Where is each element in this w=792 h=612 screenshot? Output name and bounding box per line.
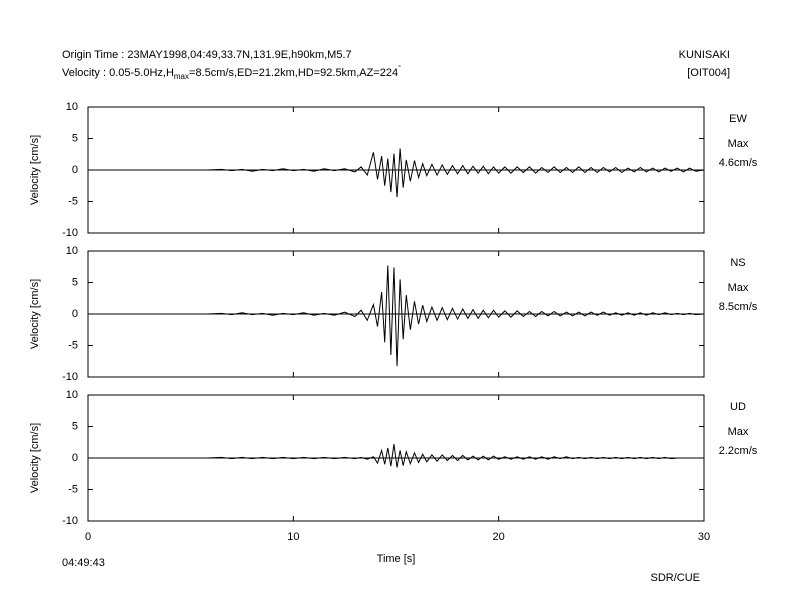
start-time: 04:49:43 [62, 557, 105, 569]
y-tick-label: -10 [62, 515, 78, 527]
y-tick-label: 10 [66, 389, 78, 401]
y-axis-label: Velocity [cm/s] [29, 135, 41, 205]
y-tick-label: 10 [66, 245, 78, 257]
origin-line: Origin Time : 23MAY1998,04:49,33.7N,131.… [62, 49, 352, 61]
station-code: [OIT004] [687, 67, 730, 79]
y-axis-label: Velocity [cm/s] [29, 423, 41, 493]
trace [88, 265, 705, 367]
y-tick-label: 0 [72, 308, 78, 320]
x-tick-label: 30 [698, 531, 710, 543]
trace [88, 444, 704, 468]
y-tick-label: -10 [62, 371, 78, 383]
y-tick-label: -5 [68, 483, 78, 495]
velocity-subscript: max [174, 72, 189, 81]
x-axis-label: Time [s] [377, 553, 416, 565]
y-tick-label: 5 [72, 276, 78, 288]
x-tick-label: 0 [85, 531, 91, 543]
x-tick-label: 20 [493, 531, 505, 543]
max-label: Max [728, 426, 749, 438]
y-tick-label: -10 [62, 227, 78, 239]
velocity-degree: ° [398, 64, 401, 72]
component-label: UD [730, 401, 746, 413]
max-value: 4.6cm/s [719, 157, 758, 169]
y-tick-label: -5 [68, 195, 78, 207]
y-tick-label: 5 [72, 420, 78, 432]
max-label: Max [728, 138, 749, 150]
velocity-prefix: Velocity : 0.05-5.0Hz,H [62, 67, 174, 79]
y-tick-label: 0 [72, 164, 78, 176]
y-tick-label: -5 [68, 339, 78, 351]
max-value: 2.2cm/s [719, 445, 758, 457]
component-label: EW [729, 113, 747, 125]
y-tick-label: 5 [72, 132, 78, 144]
x-tick-label: 10 [287, 531, 299, 543]
velocity-line: Velocity : 0.05-5.0Hz,Hmax=8.5cm/s,ED=21… [62, 64, 401, 81]
credit: SDR/CUE [650, 572, 700, 584]
velocity-suffix: =8.5cm/s,ED=21.2km,HD=92.5km,AZ=224 [189, 67, 398, 79]
y-axis-label: Velocity [cm/s] [29, 279, 41, 349]
y-tick-label: 10 [66, 101, 78, 113]
trace [88, 148, 705, 198]
component-label: NS [730, 257, 745, 269]
station-name: KUNISAKI [679, 49, 730, 61]
y-tick-label: 0 [72, 452, 78, 464]
max-label: Max [728, 282, 749, 294]
max-value: 8.5cm/s [719, 301, 758, 313]
